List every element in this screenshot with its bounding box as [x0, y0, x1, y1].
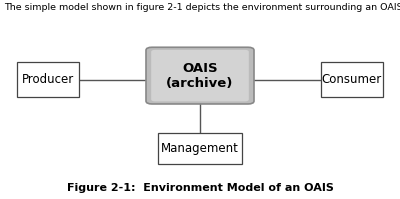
Text: Producer: Producer: [22, 73, 74, 86]
Bar: [17, 62, 79, 97]
FancyBboxPatch shape: [146, 47, 254, 104]
Bar: [321, 62, 383, 97]
Text: Figure 2-1:  Environment Model of an OAIS: Figure 2-1: Environment Model of an OAIS: [66, 183, 334, 193]
Text: Management: Management: [161, 142, 239, 155]
Text: The simple model shown in figure 2-1 depicts the environment surrounding an OAIS: The simple model shown in figure 2-1 dep…: [4, 3, 400, 12]
Text: Consumer: Consumer: [322, 73, 382, 86]
Text: OAIS
(archive): OAIS (archive): [166, 62, 234, 90]
Bar: [158, 133, 242, 164]
FancyBboxPatch shape: [151, 50, 249, 101]
